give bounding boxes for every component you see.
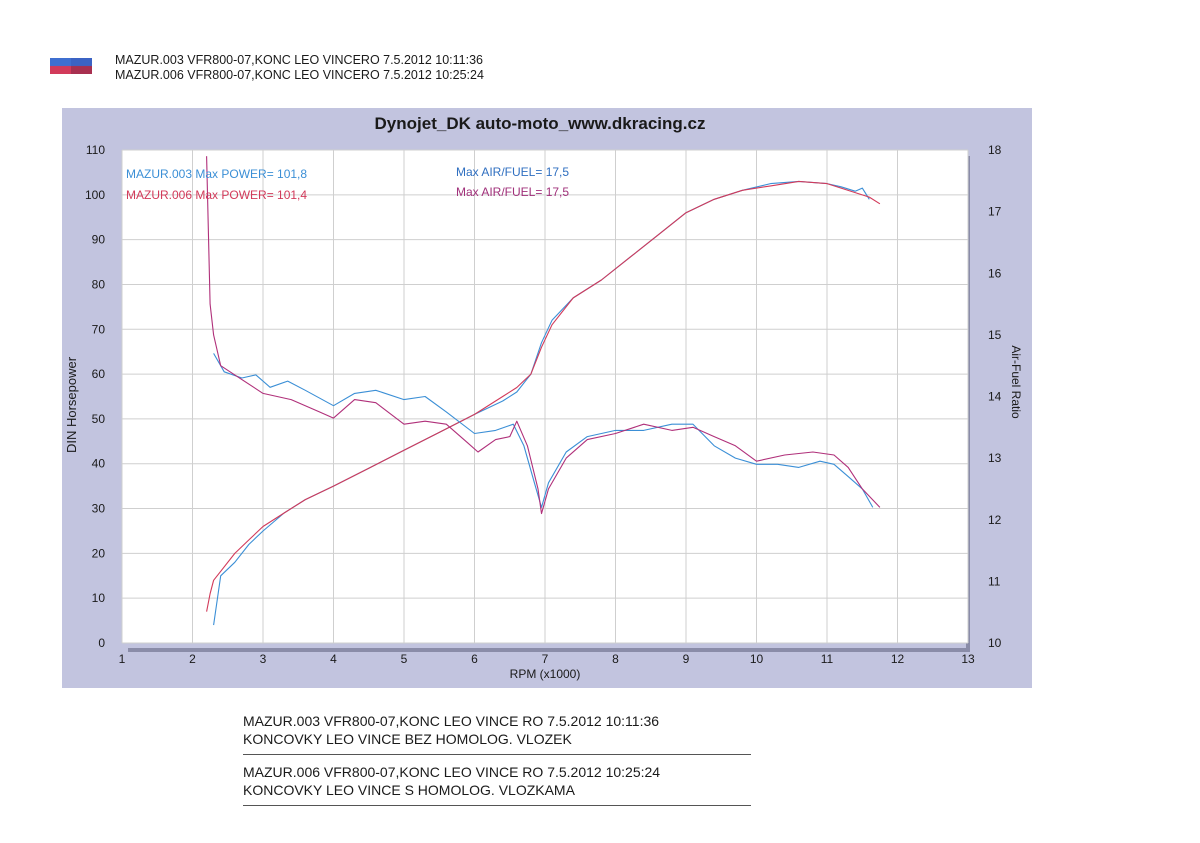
- y-tick-label: 70: [92, 322, 106, 336]
- y2-tick-label: 15: [988, 328, 1002, 342]
- y2-axis-label: Air-Fuel Ratio: [1009, 345, 1023, 419]
- afr-series-line: [213, 353, 874, 508]
- run-label: MAZUR.003 VFR800-07,KONC LEO VINCERO 7.5…: [115, 53, 483, 67]
- x-tick-label: 6: [471, 652, 478, 666]
- y2-tick-label: 10: [988, 636, 1002, 650]
- y-tick-label: 110: [86, 143, 105, 157]
- x-tick-label: 11: [821, 652, 834, 666]
- x-axis-label: RPM (x1000): [510, 667, 581, 681]
- x-tick-label: 12: [891, 652, 905, 666]
- run-note-header: MAZUR.003 VFR800-07,KONC LEO VINCE RO 7.…: [243, 713, 660, 729]
- y-tick-label: 10: [92, 591, 106, 605]
- y2-tick-label: 17: [988, 205, 1002, 219]
- run-notes: MAZUR.003 VFR800-07,KONC LEO VINCE RO 7.…: [243, 712, 751, 814]
- max-power-annotation: MAZUR.006 Max POWER= 101,4: [126, 188, 307, 202]
- run-note: MAZUR.003 VFR800-07,KONC LEO VINCE RO 7.…: [243, 712, 751, 755]
- y-tick-label: 30: [92, 502, 106, 516]
- y2-tick-label: 16: [988, 266, 1002, 280]
- x-tick-label: 1: [119, 652, 126, 666]
- y-tick-label: 90: [92, 233, 106, 247]
- run-color-swatch: [71, 58, 92, 74]
- x-tick-label: 5: [401, 652, 408, 666]
- run-note-description: KONCOVKY LEO VINCE S HOMOLOG. VLOZKAMA: [243, 782, 575, 798]
- afr-series-line: [206, 156, 881, 515]
- y-tick-label: 60: [92, 367, 106, 381]
- y-tick-label: 0: [98, 636, 105, 650]
- max-afr-annotation: Max AIR/FUEL= 17,5: [456, 185, 569, 199]
- y-axis-label: DIN Horsepower: [64, 356, 79, 453]
- y-tick-label: 80: [92, 277, 106, 291]
- y2-tick-label: 18: [988, 143, 1002, 157]
- x-tick-label: 9: [683, 652, 690, 666]
- max-power-annotation: MAZUR.003 Max POWER= 101,8: [126, 167, 307, 181]
- run-color-swatch: [50, 58, 71, 74]
- run-label: MAZUR.006 VFR800-07,KONC LEO VINCERO 7.5…: [115, 68, 484, 82]
- y2-tick-label: 12: [988, 513, 1002, 527]
- plot-shadow: [128, 648, 970, 652]
- y2-tick-label: 11: [988, 574, 1001, 588]
- chart-title: Dynojet_DK auto-moto_www.dkracing.cz: [375, 114, 706, 133]
- run-note: MAZUR.006 VFR800-07,KONC LEO VINCE RO 7.…: [243, 763, 751, 806]
- x-tick-label: 4: [330, 652, 337, 666]
- y-tick-label: 40: [92, 457, 106, 471]
- x-tick-label: 8: [612, 652, 619, 666]
- x-tick-label: 13: [961, 652, 975, 666]
- power-series-line: [206, 180, 881, 612]
- run-note-description: KONCOVKY LEO VINCE BEZ HOMOLOG. VLOZEK: [243, 731, 572, 747]
- run-note-header: MAZUR.006 VFR800-07,KONC LEO VINCE RO 7.…: [243, 764, 661, 780]
- y-tick-label: 100: [85, 188, 105, 202]
- y2-tick-label: 14: [988, 390, 1002, 404]
- y-tick-label: 50: [92, 412, 106, 426]
- y-tick-label: 20: [92, 546, 106, 560]
- x-tick-label: 3: [260, 652, 267, 666]
- x-tick-label: 10: [750, 652, 764, 666]
- x-tick-label: 7: [542, 652, 549, 666]
- max-afr-annotation: Max AIR/FUEL= 17,5: [456, 165, 569, 179]
- x-tick-label: 2: [189, 652, 196, 666]
- y2-tick-label: 13: [988, 451, 1002, 465]
